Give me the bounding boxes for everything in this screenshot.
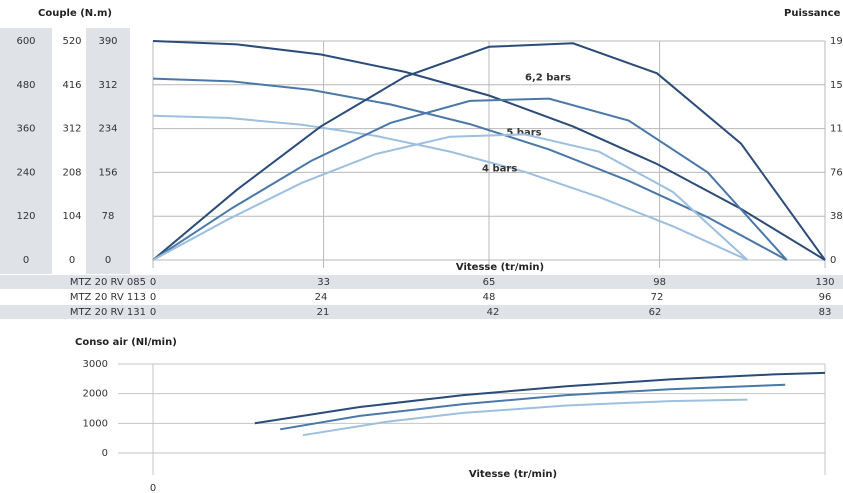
y-tick-label: 2000	[83, 389, 108, 400]
curve	[280, 383, 786, 431]
y-tick-label: 416	[62, 80, 81, 91]
row-band	[0, 275, 843, 289]
y2-tick-label: 0	[830, 255, 836, 266]
y2-tick-label: 76	[830, 167, 843, 178]
y2-tick-label: 114	[830, 124, 843, 135]
y-tick-label: 78	[102, 211, 115, 222]
y-tick-label: 520	[62, 36, 81, 47]
x-axis-name: MTZ 20 RV 131	[70, 307, 146, 318]
x-tick-label: 62	[649, 307, 662, 318]
y-tick-label: 312	[98, 80, 117, 91]
y-tick-label: 104	[62, 211, 81, 222]
x-tick-label: 72	[651, 292, 664, 303]
y-tick-label: 600	[16, 36, 35, 47]
x-tick-label: 0	[150, 292, 156, 303]
y-tick-label: 240	[16, 167, 35, 178]
y-tick-label: 360	[16, 124, 35, 135]
y-axis-title: Couple (N.m)	[38, 8, 112, 19]
y-tick-label: 0	[69, 255, 75, 266]
x-tick-label: 98	[653, 277, 666, 288]
x-axis-name: MTZ 20 RV 113	[70, 292, 146, 303]
y-tick-label: 3000	[83, 359, 108, 370]
x-tick-label: 83	[819, 307, 832, 318]
x-tick-label: 130	[815, 277, 834, 288]
curve	[254, 371, 826, 425]
x-tick-label: 48	[483, 292, 496, 303]
x-tick-label: 0	[150, 307, 156, 318]
y-tick-label: 0	[102, 448, 108, 459]
y-tick-label: 156	[98, 167, 117, 178]
curve	[152, 40, 826, 261]
y-tick-label: 312	[62, 124, 81, 135]
y-tick-label: 1000	[83, 418, 108, 429]
y-tick-label: 390	[98, 36, 117, 47]
y2-tick-label: 152	[830, 80, 843, 91]
x-tick-label: 0	[150, 277, 156, 288]
x-tick-label: 96	[819, 292, 832, 303]
y-tick-label: 120	[16, 211, 35, 222]
y2-axis-title: Puissance (W)	[784, 8, 843, 19]
curve	[152, 97, 788, 261]
y-axis-title: Conso air (Nl/min)	[75, 337, 177, 348]
axis-band	[0, 28, 52, 274]
x-axis-title: Vitesse (tr/min)	[456, 262, 544, 273]
y-tick-label: 480	[16, 80, 35, 91]
x-axis-name: MTZ 20 RV 085	[70, 277, 146, 288]
axis-band	[86, 28, 130, 274]
y-tick-label: 0	[105, 255, 111, 266]
x-tick-label: 33	[317, 277, 330, 288]
x-tick-label: 24	[315, 292, 328, 303]
row-band	[0, 305, 843, 319]
curve	[152, 42, 826, 261]
x-tick-label: 42	[487, 307, 500, 318]
y2-tick-label: 190	[830, 36, 843, 47]
x-tick-label: 0	[150, 483, 156, 493]
y-tick-label: 0	[23, 255, 29, 266]
curve	[302, 398, 748, 437]
curve	[152, 114, 748, 261]
curve	[152, 77, 788, 261]
y-tick-label: 208	[62, 167, 81, 178]
x-tick-label: 21	[317, 307, 330, 318]
x-axis-title: Vitesse (tr/min)	[469, 469, 557, 480]
curve-label: 5 bars	[506, 128, 541, 139]
curve-label: 6,2 bars	[525, 72, 571, 83]
x-tick-label: 65	[483, 277, 496, 288]
y2-tick-label: 38	[830, 211, 843, 222]
y-tick-label: 234	[98, 124, 117, 135]
curve-label: 4 bars	[482, 163, 517, 174]
curve	[152, 133, 749, 261]
